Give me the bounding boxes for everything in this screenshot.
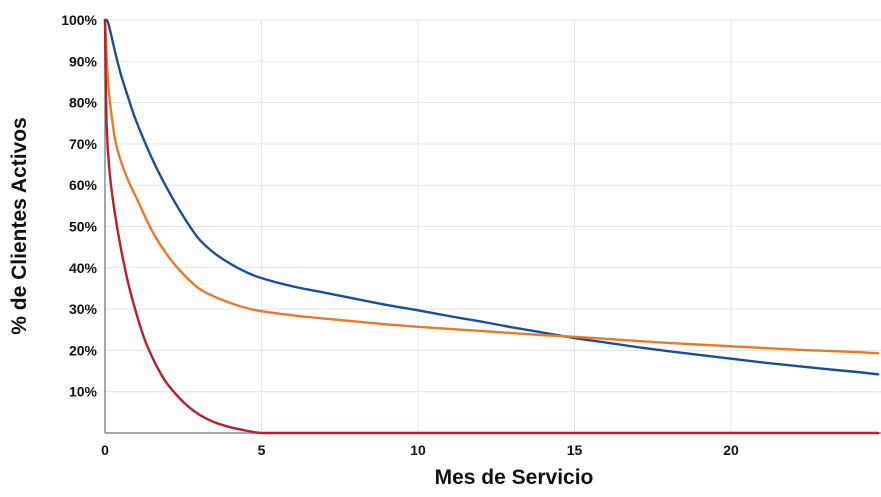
y-tick-label: 10%: [69, 384, 98, 400]
series-line-1: [103, 18, 880, 376]
y-tick-label: 50%: [69, 219, 98, 235]
grid-layer: [105, 19, 881, 433]
y-axis-title: % de Clientes Activos: [8, 117, 31, 334]
x-tick-label: 20: [723, 442, 739, 458]
tick-labels: 10% 20% 30% 40% 50% 60% 70% 80% 90% 100% 0 5 10 15 20: [61, 12, 739, 458]
y-tick-label: 90%: [69, 53, 98, 69]
x-tick-label: 0: [101, 442, 109, 458]
y-tick-label: 80%: [69, 95, 98, 111]
series-layer: [103, 18, 880, 435]
y-tick-label: 20%: [69, 342, 98, 358]
y-tick-label: 60%: [69, 177, 98, 193]
x-tick-label: 5: [258, 442, 266, 458]
y-tick-label: 100%: [61, 12, 97, 28]
x-tick-label: 15: [567, 442, 583, 458]
series-line-3: [103, 18, 880, 435]
y-tick-label: 30%: [69, 301, 98, 317]
x-tick-label: 10: [410, 442, 426, 458]
series-line-2: [103, 18, 880, 355]
x-axis-title: Mes de Servicio: [435, 466, 594, 489]
y-tick-label: 40%: [69, 260, 98, 276]
y-tick-label: 70%: [69, 136, 98, 152]
